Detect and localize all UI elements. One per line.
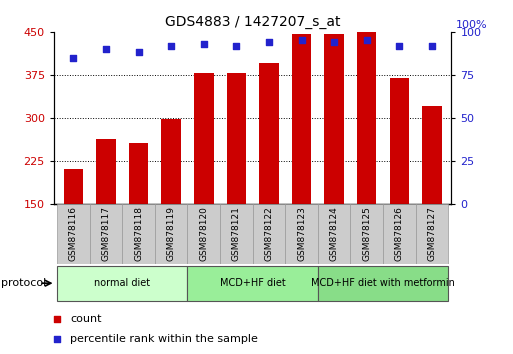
Bar [220,204,252,264]
Bar [318,204,350,264]
Text: GSM878121: GSM878121 [232,206,241,261]
Text: GSM878124: GSM878124 [330,206,339,261]
Point [330,39,338,45]
Bar [187,204,220,264]
Title: GDS4883 / 1427207_s_at: GDS4883 / 1427207_s_at [165,16,341,29]
Point [134,50,143,55]
Bar [129,143,148,204]
Text: percentile rank within the sample: percentile rank within the sample [70,335,258,344]
Point [395,43,403,48]
Point [232,43,241,48]
Point [265,39,273,45]
Text: GSM878123: GSM878123 [297,206,306,261]
Point [363,38,371,43]
Text: GSM878125: GSM878125 [362,206,371,261]
Bar [350,204,383,264]
Text: GSM878118: GSM878118 [134,206,143,261]
Bar [194,73,213,204]
Bar [285,204,318,264]
Bar [90,204,122,264]
Bar [292,34,311,204]
Bar [57,204,90,264]
Bar [259,63,279,204]
Point [69,55,77,61]
Text: GSM878127: GSM878127 [427,206,437,261]
Bar [252,204,285,264]
Point [102,46,110,52]
Point [167,43,175,48]
Point [53,316,62,321]
Bar [389,78,409,204]
Text: count: count [70,314,102,324]
Text: 100%: 100% [456,21,487,30]
Text: MCD+HF diet with metformin: MCD+HF diet with metformin [311,278,455,288]
Point [298,38,306,43]
Text: GSM878120: GSM878120 [199,206,208,261]
Text: GSM878119: GSM878119 [167,206,175,261]
Point [428,43,436,48]
Bar [357,32,377,204]
Bar [318,266,448,301]
Text: GSM878117: GSM878117 [102,206,110,261]
Point [200,41,208,47]
Bar [324,34,344,204]
Text: MCD+HF diet: MCD+HF diet [220,278,286,288]
Bar [227,73,246,204]
Text: GSM878116: GSM878116 [69,206,78,261]
Bar [416,204,448,264]
Bar [383,204,416,264]
Text: normal diet: normal diet [94,278,150,288]
Bar [96,139,116,204]
Bar [57,266,187,301]
Bar [155,204,187,264]
Text: GSM878122: GSM878122 [264,206,273,261]
Bar [122,204,155,264]
Point [53,337,62,342]
Bar [422,106,442,204]
Text: protocol: protocol [1,278,46,288]
Bar [64,169,83,204]
Text: GSM878126: GSM878126 [395,206,404,261]
Bar [187,266,318,301]
Bar [162,119,181,204]
